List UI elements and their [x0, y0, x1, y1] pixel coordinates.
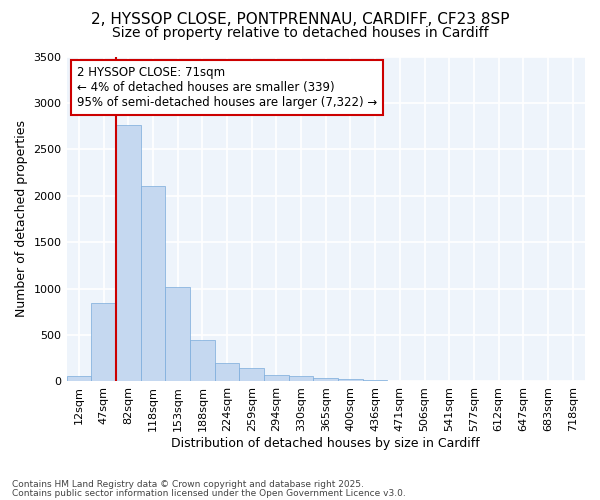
Bar: [289, 376, 313, 382]
Text: Contains HM Land Registry data © Crown copyright and database right 2025.: Contains HM Land Registry data © Crown c…: [12, 480, 364, 489]
Text: 2, HYSSOP CLOSE, PONTPRENNAU, CARDIFF, CF23 8SP: 2, HYSSOP CLOSE, PONTPRENNAU, CARDIFF, C…: [91, 12, 509, 28]
Bar: [239, 368, 264, 382]
Bar: [338, 378, 363, 382]
Bar: [215, 363, 239, 382]
Y-axis label: Number of detached properties: Number of detached properties: [15, 120, 28, 318]
Text: Size of property relative to detached houses in Cardiff: Size of property relative to detached ho…: [112, 26, 488, 40]
Bar: [363, 380, 388, 382]
Bar: [140, 186, 165, 382]
Bar: [116, 125, 140, 382]
Bar: [165, 287, 190, 382]
Bar: [264, 376, 289, 382]
Bar: [67, 376, 91, 382]
Text: Contains public sector information licensed under the Open Government Licence v3: Contains public sector information licen…: [12, 488, 406, 498]
Bar: [388, 380, 412, 382]
X-axis label: Distribution of detached houses by size in Cardiff: Distribution of detached houses by size …: [172, 437, 480, 450]
Bar: [91, 304, 116, 382]
Text: 2 HYSSOP CLOSE: 71sqm
← 4% of detached houses are smaller (339)
95% of semi-deta: 2 HYSSOP CLOSE: 71sqm ← 4% of detached h…: [77, 66, 377, 109]
Bar: [190, 340, 215, 382]
Bar: [313, 378, 338, 382]
